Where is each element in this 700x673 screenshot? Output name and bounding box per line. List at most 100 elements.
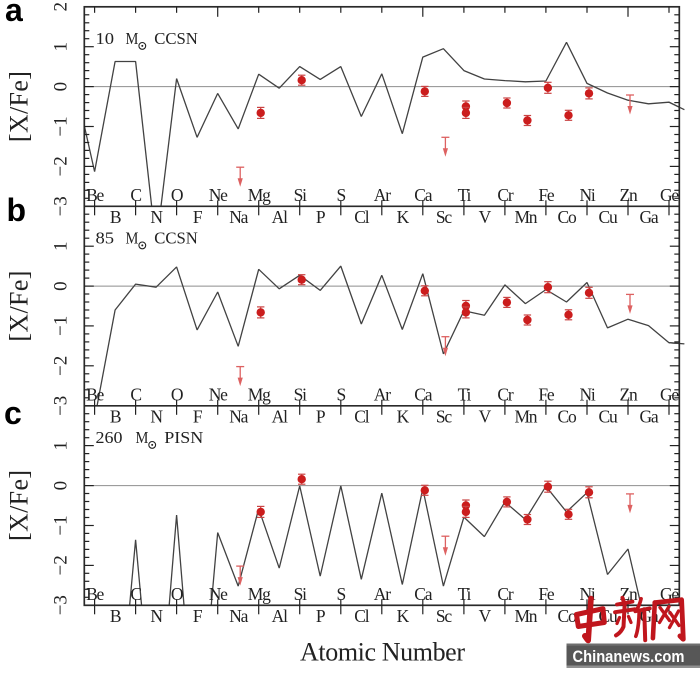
svg-text:Ca: Ca	[414, 185, 432, 205]
svg-text:1: 1	[51, 241, 72, 251]
svg-text:CCSN: CCSN	[154, 29, 198, 48]
svg-text:Ti: Ti	[458, 584, 472, 604]
svg-text:Mg: Mg	[248, 384, 271, 404]
svg-text:Zn: Zn	[619, 384, 637, 404]
svg-text:Ca: Ca	[414, 384, 432, 404]
svg-text:Fe: Fe	[538, 384, 555, 404]
svg-text:K: K	[397, 606, 410, 626]
svg-text:−2: −2	[51, 356, 72, 376]
svg-text:Zn: Zn	[619, 185, 637, 205]
svg-text:B: B	[110, 207, 121, 227]
svg-text:N: N	[150, 207, 163, 227]
svg-text:P: P	[316, 606, 326, 626]
svg-text:Ti: Ti	[458, 384, 472, 404]
svg-text:[X/Fe]: [X/Fe]	[5, 271, 34, 342]
svg-text:Ca: Ca	[414, 584, 432, 604]
svg-text:K: K	[397, 207, 410, 227]
svg-text:K: K	[397, 406, 410, 426]
svg-text:S: S	[337, 384, 346, 404]
svg-text:Mn: Mn	[514, 207, 537, 227]
svg-text:Si: Si	[294, 185, 308, 205]
svg-text:O: O	[171, 384, 183, 404]
svg-text:C: C	[130, 584, 141, 604]
svg-text:[X/Fe]: [X/Fe]	[5, 71, 34, 142]
svg-text:Ga: Ga	[639, 207, 658, 227]
svg-text:Ne: Ne	[209, 185, 228, 205]
svg-text:C: C	[130, 185, 141, 205]
svg-text:Ti: Ti	[458, 185, 472, 205]
svg-text:Mg: Mg	[248, 584, 271, 604]
svg-text:Ge: Ge	[660, 384, 679, 404]
svg-text:−3: −3	[51, 196, 72, 216]
svg-text:V: V	[479, 207, 492, 227]
svg-text:F: F	[193, 207, 203, 227]
svg-text:Ar: Ar	[374, 384, 391, 404]
svg-text:10: 10	[96, 29, 115, 48]
svg-text:Cu: Cu	[598, 406, 617, 426]
svg-text:Mn: Mn	[514, 606, 537, 626]
svg-text:Ni: Ni	[579, 384, 595, 404]
svg-text:85: 85	[96, 229, 115, 248]
svg-text:Cr: Cr	[497, 584, 513, 604]
svg-text:Co: Co	[557, 406, 576, 426]
svg-text:M: M	[126, 229, 139, 248]
svg-text:Al: Al	[272, 406, 288, 426]
svg-text:Sc: Sc	[436, 406, 453, 426]
svg-text:Si: Si	[294, 384, 308, 404]
svg-text:1: 1	[51, 441, 72, 451]
svg-text:O: O	[171, 185, 183, 205]
svg-text:Fe: Fe	[538, 185, 555, 205]
svg-text:Cl: Cl	[354, 406, 369, 426]
svg-text:−3: −3	[51, 595, 72, 615]
svg-text:Cr: Cr	[497, 185, 513, 205]
svg-text:Atomic Number: Atomic Number	[300, 638, 465, 667]
svg-text:F: F	[193, 606, 203, 626]
svg-text:a: a	[5, 0, 23, 28]
svg-text:0: 0	[51, 481, 72, 491]
svg-text:S: S	[337, 185, 346, 205]
svg-text:B: B	[110, 606, 121, 626]
svg-text:PISN: PISN	[164, 428, 203, 447]
svg-text:Sc: Sc	[436, 207, 453, 227]
svg-text:Cr: Cr	[497, 384, 513, 404]
svg-text:Na: Na	[229, 207, 248, 227]
svg-text:Al: Al	[272, 207, 288, 227]
svg-text:Be: Be	[86, 384, 104, 404]
svg-text:Be: Be	[86, 185, 104, 205]
svg-text:Ne: Ne	[209, 584, 228, 604]
svg-text:[X/Fe]: [X/Fe]	[5, 470, 34, 541]
svg-text:M: M	[126, 29, 139, 48]
svg-text:−1: −1	[51, 116, 72, 136]
svg-text:V: V	[479, 606, 492, 626]
svg-text:Ne: Ne	[209, 384, 228, 404]
svg-text:O: O	[171, 584, 183, 604]
svg-text:B: B	[110, 406, 121, 426]
svg-text:P: P	[316, 406, 326, 426]
svg-text:Ni: Ni	[579, 185, 595, 205]
svg-text:N: N	[150, 606, 163, 626]
svg-text:c: c	[4, 395, 22, 431]
svg-text:2: 2	[51, 2, 72, 12]
svg-text:CCSN: CCSN	[154, 229, 198, 248]
svg-text:Ar: Ar	[374, 185, 391, 205]
svg-text:0: 0	[51, 281, 72, 291]
svg-text:Cl: Cl	[354, 207, 369, 227]
svg-text:−2: −2	[51, 156, 72, 176]
svg-text:V: V	[479, 406, 492, 426]
svg-text:N: N	[150, 406, 163, 426]
svg-text:Na: Na	[229, 406, 248, 426]
svg-text:Si: Si	[294, 584, 308, 604]
svg-text:Chinanews.com: Chinanews.com	[573, 647, 685, 666]
svg-text:Al: Al	[272, 606, 288, 626]
svg-text:F: F	[193, 406, 203, 426]
svg-text:Co: Co	[557, 606, 576, 626]
svg-text:−3: −3	[51, 396, 72, 416]
svg-text:Co: Co	[557, 207, 576, 227]
svg-text:M: M	[136, 428, 149, 447]
svg-text:Mn: Mn	[514, 406, 537, 426]
svg-text:S: S	[337, 584, 346, 604]
svg-text:−1: −1	[51, 515, 72, 535]
svg-text:Ga: Ga	[639, 406, 658, 426]
svg-text:Fe: Fe	[538, 584, 555, 604]
svg-text:260: 260	[96, 428, 123, 447]
